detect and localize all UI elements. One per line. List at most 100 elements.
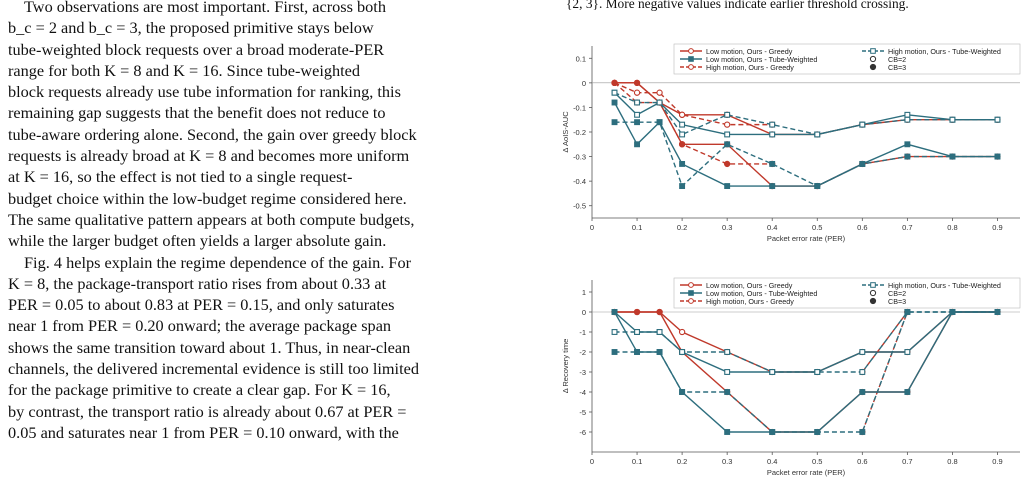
data-point [611, 119, 618, 126]
data-point [724, 349, 731, 355]
series-line [614, 121, 998, 188]
y-tick-label: -5 [579, 408, 586, 417]
series-line [614, 92, 998, 136]
data-point [634, 349, 641, 355]
data-point [679, 389, 686, 395]
data-point [724, 369, 731, 375]
x-tick-label: 0.4 [767, 457, 777, 466]
legend-marker-cb2 [869, 289, 877, 297]
x-tick-label: 0.7 [902, 223, 912, 232]
data-point [611, 349, 618, 355]
data-point [724, 183, 731, 190]
data-point [724, 141, 731, 148]
legend-marker-cb3 [869, 297, 877, 305]
legend-label: Low motion, Ours - Greedy [706, 47, 793, 56]
series-line [614, 82, 773, 126]
data-point [611, 89, 618, 96]
data-point [724, 111, 731, 118]
data-point [633, 79, 641, 87]
x-axis-label: Packet error rate (PER) [767, 468, 846, 477]
legend-label-cb2: CB=2 [888, 289, 906, 298]
data-point [656, 89, 663, 96]
y-tick-label: -2 [579, 348, 586, 357]
x-tick-label: 0.3 [722, 457, 732, 466]
y-tick-label: -6 [579, 428, 586, 437]
data-point [814, 131, 821, 138]
data-point [859, 349, 866, 355]
data-point [634, 99, 641, 106]
data-point [678, 328, 686, 336]
legend-marker [688, 290, 694, 296]
series-line [614, 311, 998, 373]
legend-label: High motion, Ours - Greedy [706, 297, 794, 306]
legend-marker [688, 64, 694, 70]
data-point [656, 329, 663, 335]
data-point [724, 389, 731, 395]
body-text-column: Two observations are most important. Fir… [8, 0, 513, 443]
data-point [769, 369, 776, 375]
data-point [656, 308, 663, 316]
data-point [949, 116, 956, 123]
x-tick-label: 0.5 [812, 223, 822, 232]
data-point [994, 309, 1001, 315]
data-point [859, 389, 866, 395]
data-point [949, 309, 956, 315]
series-line [614, 311, 998, 373]
x-tick-label: 0.2 [677, 457, 687, 466]
data-point [814, 369, 821, 375]
data-point [678, 111, 686, 118]
y-tick-label: -3 [579, 368, 586, 377]
data-point [904, 349, 911, 355]
x-tick-label: 0.8 [947, 457, 957, 466]
series-line [614, 82, 773, 165]
legend-label: High motion, Ours - Tube-Weighted [888, 47, 1001, 56]
data-point [904, 389, 911, 395]
legend-label: High motion, Ours - Greedy [706, 63, 794, 72]
x-tick-label: 0 [590, 457, 594, 466]
legend-marker [688, 298, 694, 304]
data-point [769, 121, 776, 128]
figure-caption-fragment: {2, 3}. More negative values indicate ea… [566, 0, 909, 11]
data-point [949, 153, 956, 160]
paragraph-2: Fig. 4 helps explain the regime dependen… [8, 252, 419, 442]
data-point [904, 141, 911, 148]
y-tick-label: 1 [582, 288, 586, 297]
data-point [678, 141, 686, 148]
legend-box [673, 277, 1021, 309]
y-tick-label: -0.3 [573, 153, 586, 162]
data-point [724, 121, 731, 128]
y-tick-label: -1 [579, 328, 586, 337]
x-tick-label: 0 [590, 223, 594, 232]
legend-marker [688, 48, 694, 54]
data-point [904, 111, 911, 118]
y-tick-label: 0.1 [576, 54, 586, 63]
legend-box [673, 43, 1021, 75]
legend-marker [870, 48, 876, 54]
legend-label: Low motion, Ours - Tube-Weighted [706, 55, 817, 64]
recovery-time-chart: 1 0 -1 -2 -3 -4 -5 -6 0 0.1 0.2 0.3 0.4 0.5 0.6 0.7 0.8 0… [561, 277, 1021, 477]
data-point [611, 329, 618, 335]
data-point [769, 131, 776, 138]
data-point [633, 308, 641, 316]
data-point [724, 160, 731, 168]
data-point [994, 153, 1001, 160]
legend-marker [688, 282, 694, 288]
data-point [611, 309, 618, 315]
data-point [679, 160, 686, 167]
data-point [634, 119, 641, 126]
data-point [679, 131, 686, 138]
y-tick-label: -0.2 [573, 128, 586, 137]
data-point [634, 111, 641, 118]
x-axis-label: Packet error rate (PER) [767, 234, 846, 243]
y-tick-label: 0 [582, 79, 586, 88]
y-tick-label: -0.1 [573, 103, 586, 112]
data-point [634, 329, 641, 335]
x-tick-label: 0.9 [992, 457, 1002, 466]
aois-auc-chart: 0.1 0 -0.1 -0.2 -0.3 -0.4 -0.5 0 0.1 0.2 0.3 0.4 0.5… [561, 43, 1021, 243]
y-tick-label: 0 [582, 308, 586, 317]
y-axis-label: Δ AoIS-AUC [561, 111, 570, 153]
data-point [904, 116, 911, 123]
data-point [656, 119, 663, 126]
